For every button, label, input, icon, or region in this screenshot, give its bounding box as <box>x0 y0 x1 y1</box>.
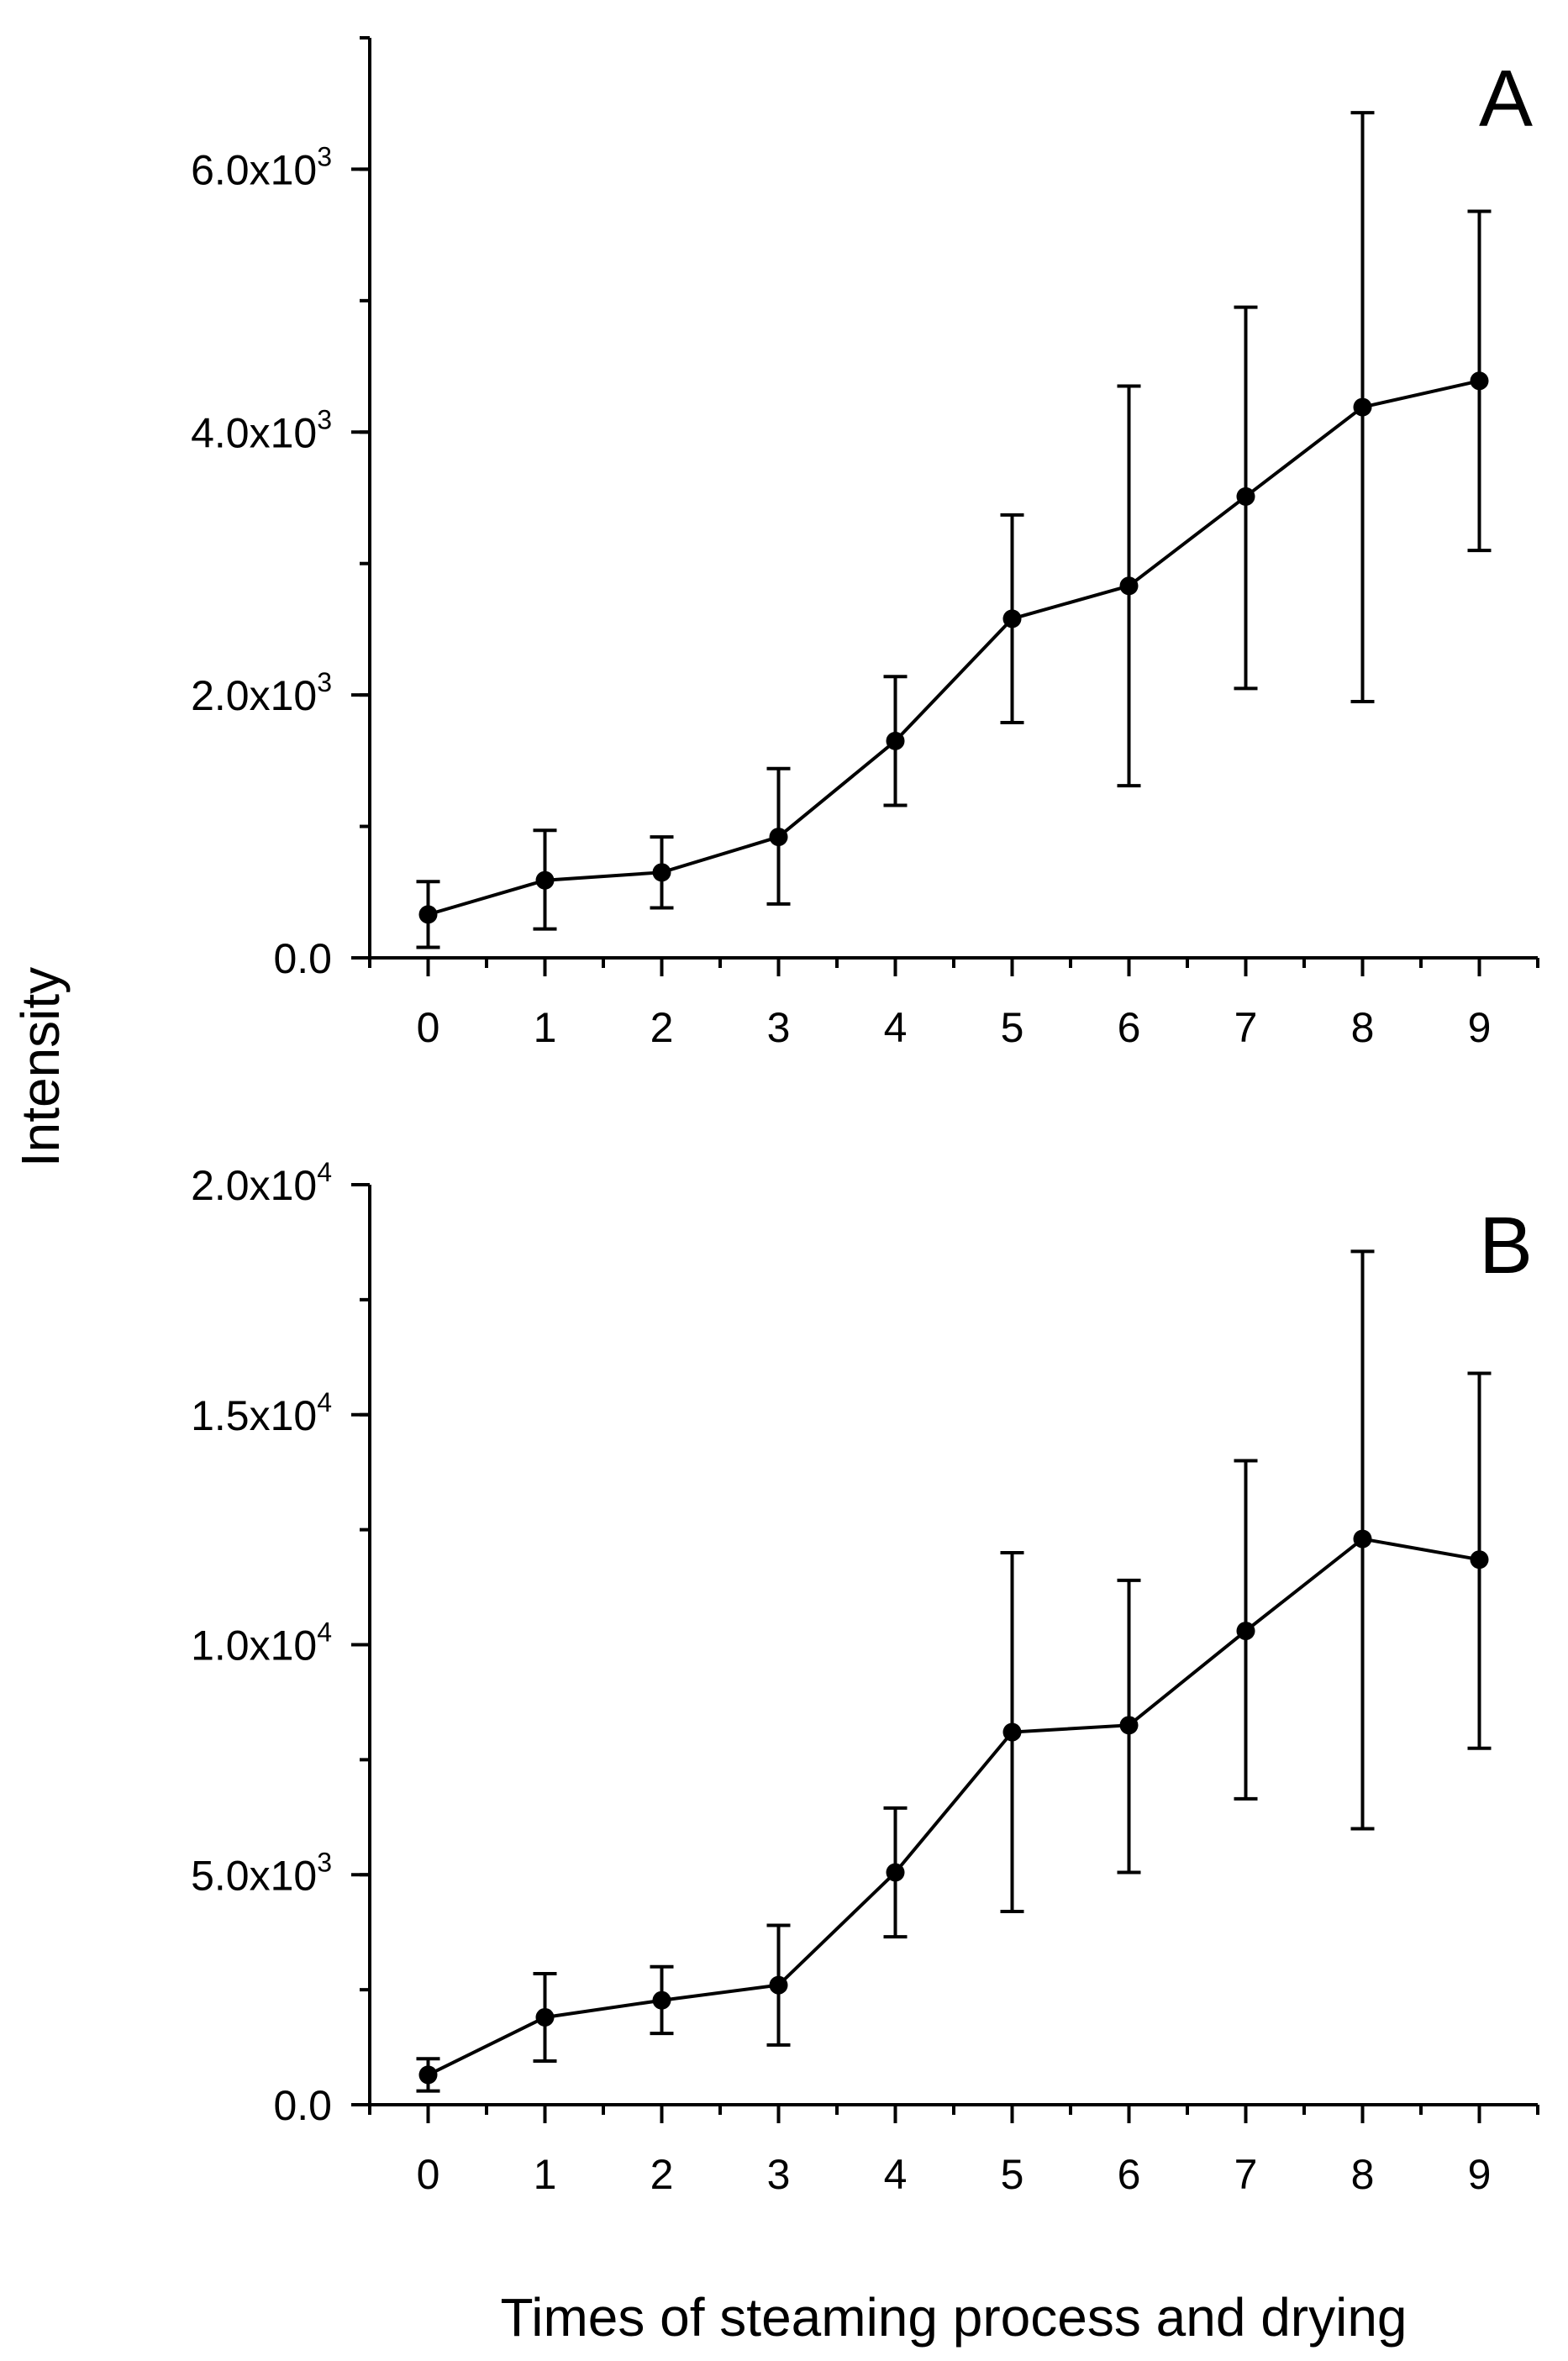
x-tick-label: 9 <box>1468 2151 1492 2198</box>
y-tick-mantissa: 6.0x10 <box>191 146 317 193</box>
y-tick-label: 4.0x103 <box>191 404 332 456</box>
y-tick-label: 1.5x104 <box>191 1387 332 1439</box>
data-point <box>886 1863 905 1882</box>
x-tick-label: 1 <box>534 2151 557 2198</box>
y-tick-mantissa: 5.0x10 <box>191 1852 317 1899</box>
panel-label: B <box>1479 1201 1533 1291</box>
y-tick-mantissa: 0.0 <box>273 935 332 982</box>
x-tick-label: 1 <box>534 1004 557 1051</box>
x-tick-label: 6 <box>1118 1004 1141 1051</box>
x-tick-label: 8 <box>1351 2151 1375 2198</box>
y-tick-mantissa: 4.0x10 <box>191 409 317 456</box>
y-tick-label: 0.0 <box>273 935 332 982</box>
y-tick-label: 0.0 <box>273 2082 332 2129</box>
x-tick-label: 2 <box>650 1004 674 1051</box>
series-line <box>427 1537 1480 2077</box>
y-tick-exponent: 3 <box>317 1847 332 1877</box>
panel-label: A <box>1479 54 1533 144</box>
data-point <box>652 863 671 882</box>
data-point <box>1002 609 1022 628</box>
y-tick-mantissa: 2.0x10 <box>191 672 317 719</box>
y-axis-label: Intensity <box>10 967 71 1167</box>
x-tick-label: 0 <box>417 2151 440 2198</box>
data-point <box>1353 1529 1372 1549</box>
x-axis-label: Times of steaming process and drying <box>501 2287 1408 2348</box>
y-tick-mantissa: 0.0 <box>273 2082 332 2129</box>
x-tick-label: 3 <box>767 2151 791 2198</box>
y-tick-exponent: 4 <box>317 1617 332 1648</box>
series-line <box>427 379 1480 917</box>
x-tick-label: 7 <box>1234 1004 1258 1051</box>
data-point <box>886 731 905 750</box>
x-tick-label: 0 <box>417 1004 440 1051</box>
y-tick-exponent: 3 <box>317 667 332 697</box>
y-tick-label: 1.0x104 <box>191 1617 332 1670</box>
y-tick-mantissa: 2.0x10 <box>191 1162 317 1209</box>
data-point <box>1470 1550 1489 1570</box>
data-point <box>418 905 438 924</box>
x-tick-label: 9 <box>1468 1004 1492 1051</box>
data-point <box>1236 1622 1255 1641</box>
y-tick-exponent: 3 <box>317 141 332 171</box>
y-tick-label: 2.0x104 <box>191 1157 332 1209</box>
y-tick-exponent: 4 <box>317 1387 332 1417</box>
x-tick-label: 5 <box>1001 2151 1024 2198</box>
x-tick-label: 2 <box>650 2151 674 2198</box>
data-point <box>1002 1722 1022 1742</box>
x-tick-label: 4 <box>884 1004 908 1051</box>
data-point <box>652 1990 671 2010</box>
data-point <box>418 2065 438 2085</box>
data-point <box>1470 371 1489 391</box>
x-tick-label: 3 <box>767 1004 791 1051</box>
data-point <box>1353 397 1372 417</box>
data-point <box>535 870 555 890</box>
data-point <box>769 828 788 847</box>
data-point <box>1236 486 1255 506</box>
data-point <box>1119 1716 1139 1735</box>
data-point <box>535 2007 555 2027</box>
x-tick-label: 5 <box>1001 1004 1024 1051</box>
y-tick-mantissa: 1.0x10 <box>191 1622 317 1670</box>
y-tick-label: 6.0x103 <box>191 141 332 193</box>
x-tick-label: 8 <box>1351 1004 1375 1051</box>
x-tick-label: 6 <box>1118 2151 1141 2198</box>
data-point <box>1119 576 1139 596</box>
y-tick-exponent: 3 <box>317 404 332 434</box>
x-tick-label: 7 <box>1234 2151 1258 2198</box>
y-tick-mantissa: 1.5x10 <box>191 1392 317 1439</box>
y-tick-label: 2.0x103 <box>191 667 332 719</box>
y-tick-exponent: 4 <box>317 1157 332 1187</box>
x-tick-label: 4 <box>884 2151 908 2198</box>
data-point <box>769 1975 788 1995</box>
y-tick-label: 5.0x103 <box>191 1847 332 1899</box>
